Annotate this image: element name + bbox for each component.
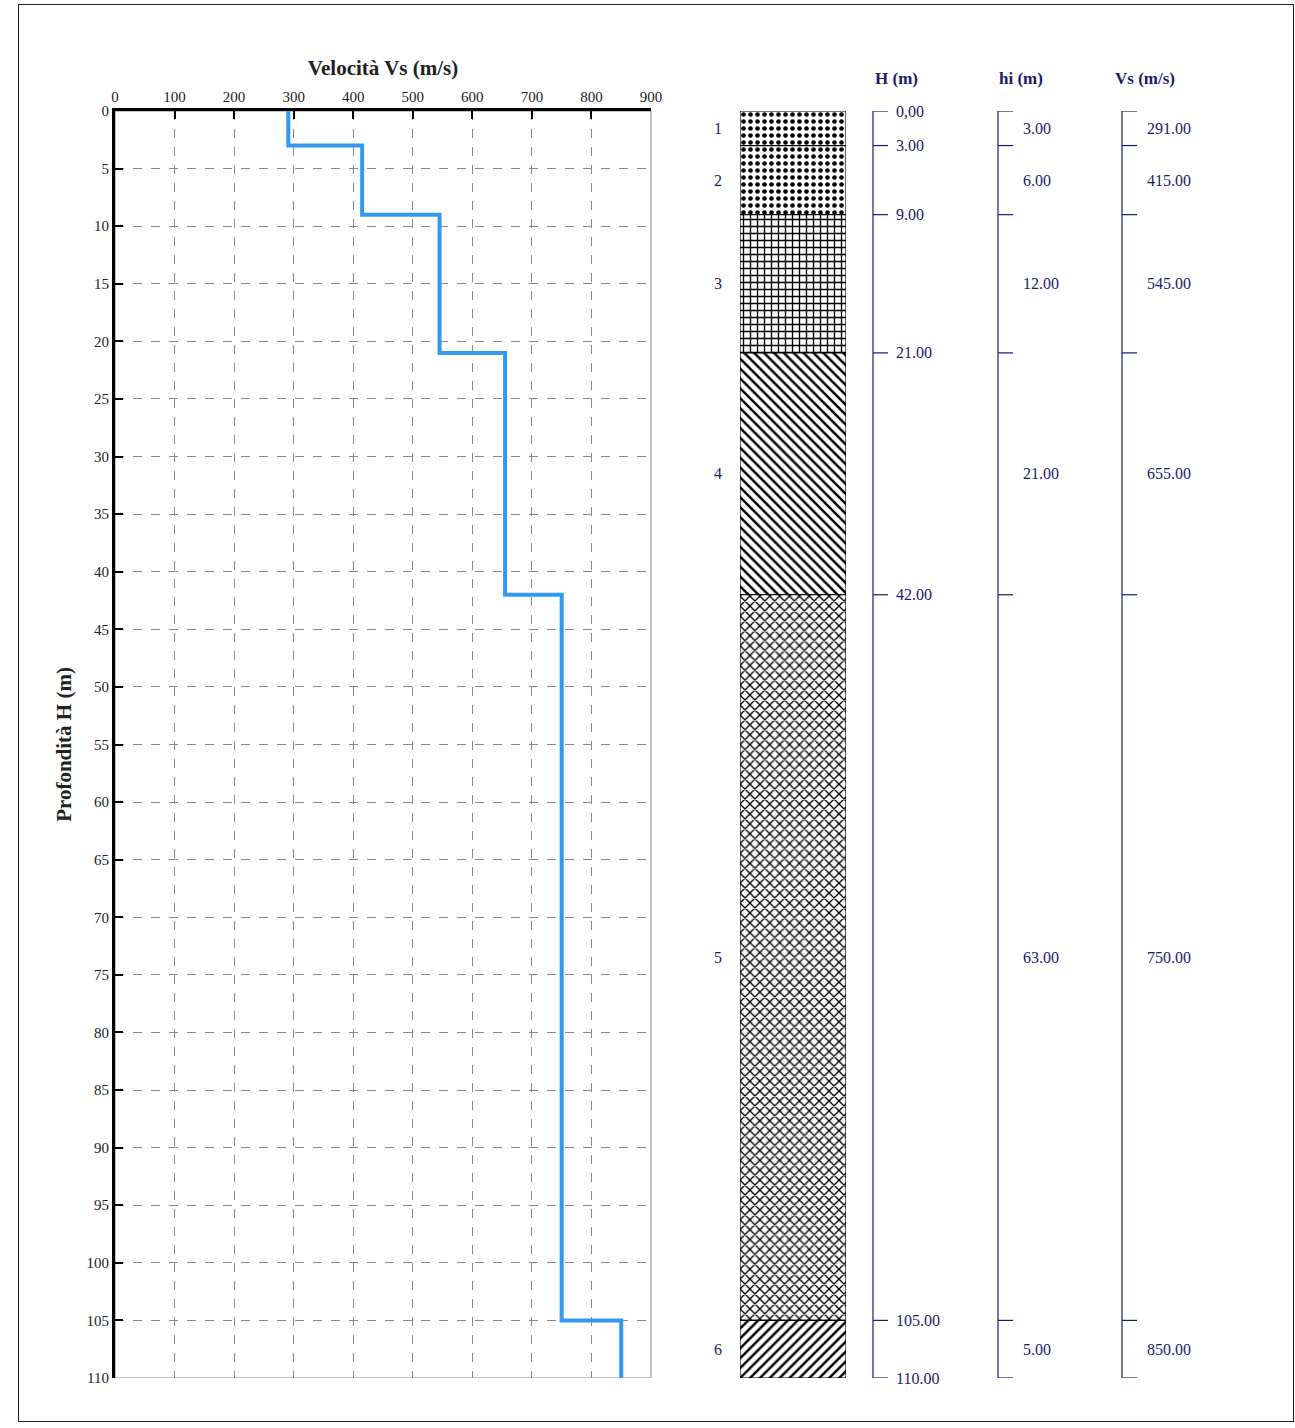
svg-text:6.00: 6.00 [1023,172,1051,189]
svg-text:15: 15 [94,276,109,292]
svg-text:600: 600 [461,89,484,105]
svg-text:2: 2 [714,172,722,189]
svg-text:200: 200 [223,89,246,105]
svg-text:9.00: 9.00 [896,206,924,223]
svg-text:3.00: 3.00 [1023,120,1051,137]
svg-text:291.00: 291.00 [1147,120,1191,137]
svg-text:70: 70 [94,910,109,926]
svg-text:105.00: 105.00 [896,1312,940,1329]
svg-text:850.00: 850.00 [1147,1341,1191,1358]
svg-text:5.00: 5.00 [1023,1341,1051,1358]
svg-text:21.00: 21.00 [896,344,932,361]
svg-text:Vs (m/s): Vs (m/s) [1115,69,1175,88]
svg-text:50: 50 [94,679,109,695]
svg-text:30: 30 [94,449,109,465]
svg-text:4: 4 [714,465,722,482]
svg-text:65: 65 [94,852,109,868]
svg-text:55: 55 [94,737,109,753]
svg-text:5: 5 [714,949,722,966]
svg-text:6: 6 [714,1341,722,1358]
svg-text:655.00: 655.00 [1147,465,1191,482]
svg-text:3: 3 [714,275,722,292]
svg-text:75: 75 [94,967,109,983]
svg-text:105: 105 [87,1313,110,1329]
svg-text:25: 25 [94,391,109,407]
svg-text:42.00: 42.00 [896,586,932,603]
svg-text:45: 45 [94,622,109,638]
svg-text:545.00: 545.00 [1147,275,1191,292]
svg-text:415.00: 415.00 [1147,172,1191,189]
svg-text:700: 700 [521,89,544,105]
svg-text:80: 80 [94,1025,109,1041]
svg-text:95: 95 [94,1197,109,1213]
svg-text:21.00: 21.00 [1023,465,1059,482]
svg-text:300: 300 [282,89,305,105]
svg-text:40: 40 [94,564,109,580]
svg-text:10: 10 [94,218,109,234]
svg-text:3.00: 3.00 [896,137,924,154]
svg-text:0: 0 [111,89,119,105]
svg-text:1: 1 [714,120,722,137]
svg-text:500: 500 [402,89,425,105]
svg-text:800: 800 [580,89,603,105]
svg-text:100: 100 [163,89,186,105]
svg-text:63.00: 63.00 [1023,949,1059,966]
svg-text:85: 85 [94,1082,109,1098]
svg-text:12.00: 12.00 [1023,275,1059,292]
svg-text:750.00: 750.00 [1147,949,1191,966]
svg-text:20: 20 [94,334,109,350]
svg-text:Profondità H (m): Profondità H (m) [52,667,76,822]
svg-text:5: 5 [102,161,110,177]
svg-text:H (m): H (m) [875,69,918,88]
svg-text:0: 0 [102,103,110,119]
svg-text:900: 900 [640,89,663,105]
svg-text:0,00: 0,00 [896,103,924,120]
svg-text:90: 90 [94,1140,109,1156]
svg-text:60: 60 [94,794,109,810]
svg-text:110: 110 [87,1370,109,1386]
svg-text:400: 400 [342,89,365,105]
svg-text:35: 35 [94,506,109,522]
svg-text:hi (m): hi (m) [999,69,1043,88]
svg-text:100: 100 [87,1255,110,1271]
svg-text:Velocità Vs (m/s): Velocità Vs (m/s) [308,56,459,80]
svg-text:110.00: 110.00 [896,1370,939,1387]
